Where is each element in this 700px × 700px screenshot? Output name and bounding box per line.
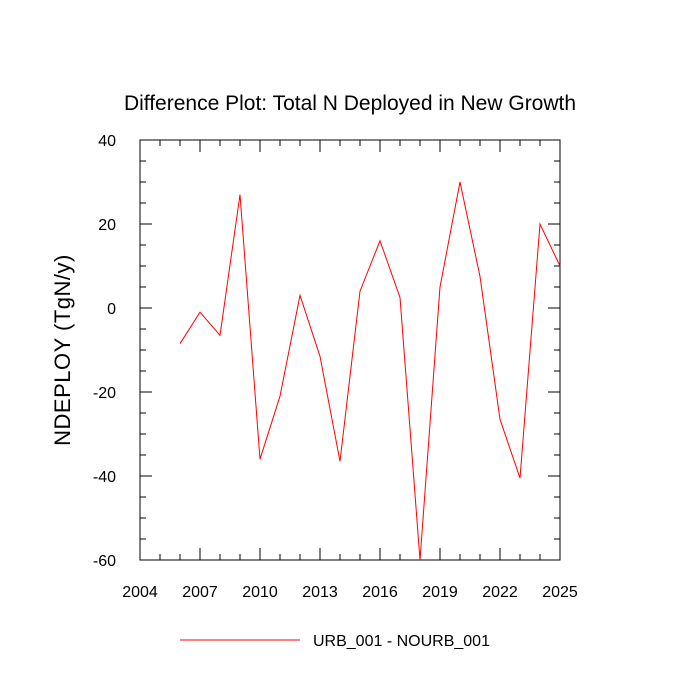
- x-tick-label: 2022: [482, 584, 518, 601]
- y-tick-label: -60: [93, 553, 116, 570]
- series-layer: [179, 181, 561, 561]
- x-tick-label: 2019: [422, 584, 458, 601]
- legend-label: URB_001 - NOURB_001: [313, 633, 490, 650]
- x-tick-label: 2007: [182, 584, 218, 601]
- y-tick-label: -20: [93, 385, 116, 402]
- y-tick-label: 40: [98, 133, 116, 150]
- series-line: [179, 181, 561, 561]
- y-tick-label: -40: [93, 469, 116, 486]
- plot-frame: [139, 139, 561, 561]
- x-tick-label: 2013: [302, 584, 338, 601]
- y-tick-label: 20: [98, 217, 116, 234]
- x-tick-label: 2025: [542, 584, 578, 601]
- y-tick-label: 0: [107, 301, 116, 318]
- x-tick-label: 2016: [362, 584, 398, 601]
- x-tick-label: 2010: [242, 584, 278, 601]
- legend: URB_001 - NOURB_001: [180, 633, 490, 650]
- x-tick-label: 2004: [122, 584, 158, 601]
- y-axis-label: NDEPLOY (TgN/y): [50, 254, 75, 446]
- chart-title: Difference Plot: Total N Deployed in New…: [124, 92, 576, 115]
- axes: 2004 2007 2010 2013 2016 2019 2022 2025 -60 -40 -2…: [93, 133, 578, 601]
